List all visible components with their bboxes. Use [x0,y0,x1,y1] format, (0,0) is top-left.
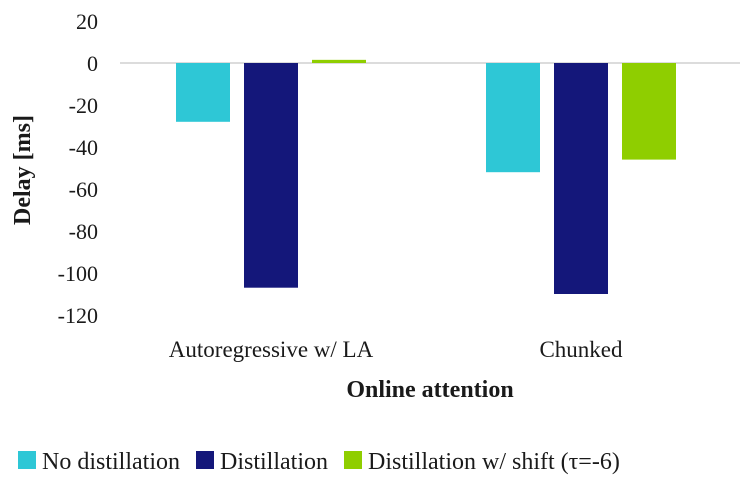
legend-swatch [18,451,36,469]
y-axis-title: Delay [ms] [10,115,36,225]
y-tick-label: 0 [87,51,98,76]
y-tick-label: -20 [69,93,98,118]
legend: No distillation Distillation Distillation … [18,449,620,475]
bar-distillation-w-shift-6-1 [312,59,366,63]
y-tick-label: -100 [58,261,98,286]
category-label: Autoregressive w/ LA [169,337,374,362]
bar-distillation-1 [244,63,298,288]
x-axis-title: Online attention [346,377,513,403]
legend-label: Distillation w/ shift (τ=-6) [368,449,620,475]
bar-no-distillation-1 [176,63,230,122]
x-axis-category-labels: Autoregressive w/ LA Chunked [169,337,623,362]
legend-label: Distillation [220,449,328,475]
y-tick-label: -40 [69,135,98,160]
bars [176,59,676,294]
category-label: Chunked [539,337,623,362]
bar-no-distillation-2 [486,63,540,173]
y-tick-label: -80 [69,219,98,244]
y-tick-label: 20 [76,9,98,34]
legend-label: No distillation [42,449,180,475]
y-axis-ticks: 20 0 -20 -40 -60 -80 -100 -120 [58,9,98,328]
y-tick-label: -120 [58,303,98,328]
legend-swatch [196,451,214,469]
y-tick-label: -60 [69,177,98,202]
bar-distillation-2 [554,63,608,294]
bar-distillation-w-shift-6-2 [622,63,676,160]
legend-swatch [344,451,362,469]
